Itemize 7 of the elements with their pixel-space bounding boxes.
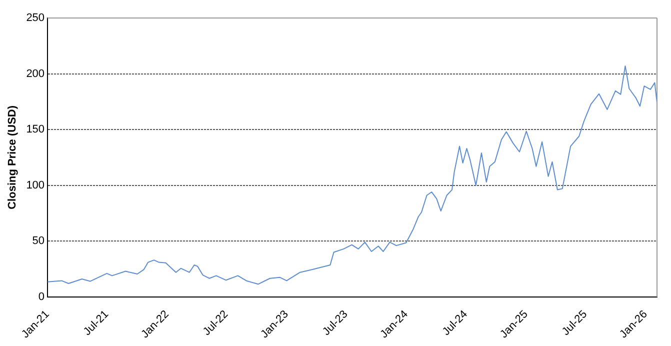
- y-tick-label: 250: [26, 12, 45, 24]
- y-tick-label: 200: [26, 68, 45, 80]
- y-tick-label: 100: [26, 179, 45, 192]
- y-tick-label: 150: [26, 124, 45, 136]
- y-tick-label: 50: [32, 235, 45, 248]
- y-axis-title: Closing Price (USD): [6, 105, 19, 210]
- y-tick-label: 0: [38, 290, 45, 303]
